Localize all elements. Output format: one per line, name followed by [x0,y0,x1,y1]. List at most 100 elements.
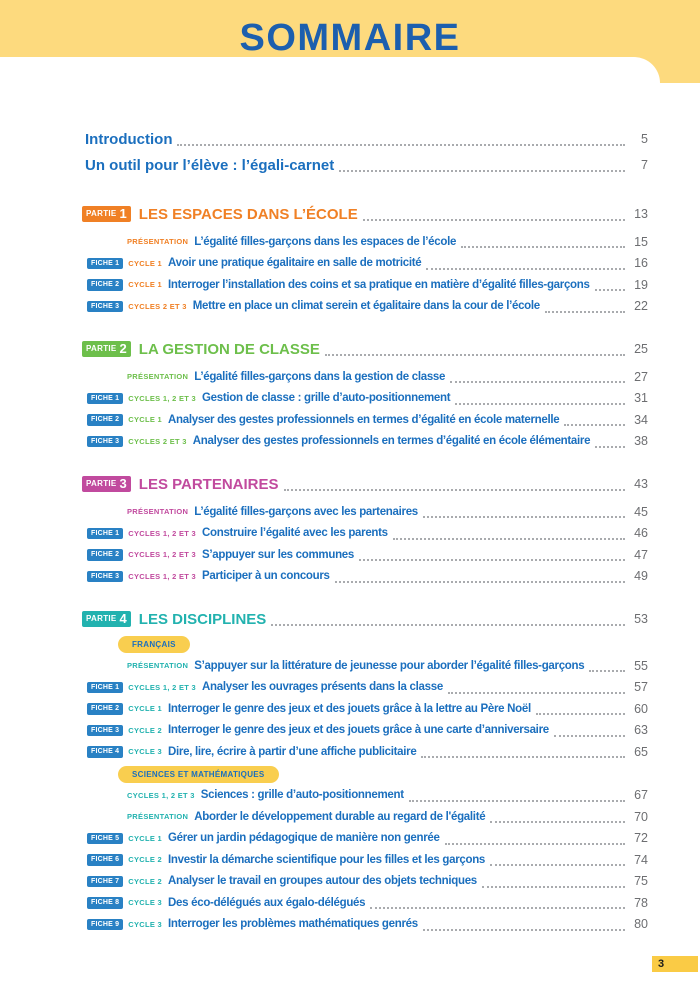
page-number: 49 [634,569,648,584]
page-number-tab: 3 [652,956,698,972]
page-number: 22 [634,299,648,314]
toc-entry[interactable]: Introduction 5 [82,126,648,152]
page-number: 31 [634,391,648,406]
cycle-label: CYCLE 1 [128,280,163,290]
fiche-badge: FICHE 3 [87,570,124,582]
cycle-label: CYCLES 1, 2 ET 3 [127,790,195,800]
dotted-leader [589,659,625,673]
page-number: 70 [634,809,648,824]
dotted-leader [422,505,625,519]
toc-entry[interactable]: FICHE 6 CYCLE 2 Investir la démarche scien… [82,849,648,871]
presentation-label: PRÉSENTATION [127,661,189,671]
toc-entry[interactable]: FICHE 3 CYCLE 2 Interroger le genre des je… [82,720,648,742]
dotted-leader [392,527,625,540]
toc-entry[interactable]: PRÉSENTATION Aborder le développement dur… [82,806,648,828]
entry-title: Gestion de classe : grille d’auto-positi… [202,392,451,405]
toc-entry[interactable]: FICHE 4 CYCLE 3 Dire, lire, écrire à parti… [82,741,648,763]
page-number: 57 [634,680,648,695]
toc-entry[interactable]: PRÉSENTATION S’appuyer sur la littérature… [82,655,648,677]
toc-entry[interactable]: PRÉSENTATION L’égalité filles-garçons ave… [82,501,648,523]
toc-entry[interactable]: FICHE 7 CYCLE 2 Analyser le travail en gro… [82,871,648,893]
fiche-badge: FICHE 1 [87,392,124,404]
toc-entry[interactable]: FICHE 1 CYCLE 1 Avoir une pratique égalita… [82,253,648,275]
toc-entry[interactable]: FICHE 3 CYCLES 2 ET 3 Mettre en place un c… [82,296,648,318]
page-number: 7 [641,158,648,172]
dotted-leader [283,478,625,491]
entry-title: Analyser des gestes professionnels en te… [168,413,560,426]
page-number: 78 [634,895,648,910]
fiche-badge: FICHE 1 [87,527,124,539]
toc-entry[interactable]: FICHE 5 CYCLE 1 Gérer un jardin pédagogiqu… [82,828,648,850]
entry-title: Des éco-délégués aux égalo-délégués [168,896,366,909]
entry-title: L’égalité filles-garçons avec les parten… [194,505,418,518]
cycle-label: CYCLE 3 [128,747,163,757]
entry-title: Investir la démarche scientifique pour l… [168,853,486,866]
dotted-leader [444,832,625,845]
cycle-label: CYCLES 1, 2 ET 3 [128,393,196,403]
entry-title: Interroger l’installation des coins et s… [168,278,590,291]
dotted-leader [455,392,625,405]
part-badge: PARTIE 4 [82,611,131,627]
page-number: 65 [634,744,648,759]
fiche-badge: FICHE 9 [87,918,124,930]
cycle-label: CYCLE 1 [128,704,163,714]
page-number: 34 [634,412,648,427]
fiche-badge: FICHE 1 [87,681,124,693]
toc-entry[interactable]: FICHE 2 CYCLE 1 Interroger l’installation … [82,274,648,296]
cycle-label: CYCLES 2 ET 3 [128,301,187,311]
part-badge-number: 3 [119,476,127,491]
dotted-leader [490,810,625,824]
cycle-label: CYCLES 1, 2 ET 3 [128,528,196,538]
toc-entry[interactable]: FICHE 1 CYCLES 1, 2 ET 3 Gestion de classe… [82,388,648,410]
toc-entry[interactable]: FICHE 2 CYCLE 1 Interroger le genre des je… [82,698,648,720]
page-number: 3 [658,958,665,970]
toc-entry[interactable]: FICHE 2 CYCLES 1, 2 ET 3 S’appuyer sur les… [82,544,648,566]
page-number: 72 [634,831,648,846]
part-title-row[interactable]: PARTIE 1 LES ESPACES DANS L’ÉCOLE 13 [82,202,648,226]
toc-entry[interactable]: FICHE 3 CYCLES 2 ET 3 Analyser des gestes … [82,431,648,453]
toc-entry[interactable]: Un outil pour l’élève : l’égali-carnet 7 [82,152,648,178]
toc-entry[interactable]: FICHE 8 CYCLE 3 Des éco-délégués aux égalo… [82,892,648,914]
toc-entry[interactable]: FICHE 1 CYCLES 1, 2 ET 3 Analyser les ouvr… [82,677,648,699]
part-badge-label: PARTIE [86,614,117,623]
page-title: SOMMAIRE [239,17,461,59]
part-title-row[interactable]: PARTIE 4 LES DISCIPLINES 53 [82,607,648,631]
toc-entry[interactable]: CYCLES 1, 2 ET 3 Sciences : grille d’auto… [82,785,648,807]
presentation-label: PRÉSENTATION [127,812,189,822]
fiche-badge: FICHE 5 [87,832,124,844]
page-number: 74 [634,852,648,867]
part-badge: PARTIE 2 [82,341,131,357]
subject-pill-row: SCIENCES ET MATHÉMATIQUES [118,765,648,783]
cycle-label: CYCLE 1 [128,415,163,425]
page-number: 67 [634,788,648,803]
entry-title: Dire, lire, écrire à partir d’une affich… [168,745,417,758]
cycle-label: CYCLE 2 [128,725,163,735]
fiche-badge: FICHE 4 [87,746,124,758]
dotted-leader [447,681,625,694]
entry-title: Analyser les ouvrages présents dans la c… [202,681,443,694]
entry-title: Gérer un jardin pédagogique de manière n… [168,832,440,845]
cycle-label: CYCLES 1, 2 ET 3 [128,682,196,692]
toc-entry[interactable]: FICHE 1 CYCLES 1, 2 ET 3 Construire l’égal… [82,523,648,545]
fiche-badge: FICHE 3 [87,300,124,312]
dotted-leader [408,789,625,802]
cycle-label: CYCLES 1, 2 ET 3 [128,571,196,581]
page-number: 53 [634,612,648,626]
cycle-label: CYCLE 3 [128,898,163,908]
entry-title: Construire l’égalité avec les parents [202,527,388,540]
page-number: 38 [634,434,648,449]
entry-title: Interroger le genre des jeux et des joue… [168,724,549,737]
entry-title: Introduction [85,130,173,148]
toc-entry[interactable]: FICHE 9 CYCLE 3 Interroger les problèmes m… [82,914,648,936]
page-number: 63 [634,723,648,738]
part-title-row[interactable]: PARTIE 3 LES PARTENAIRES 43 [82,472,648,496]
toc-entry[interactable]: PRÉSENTATION L’égalité filles-garçons dan… [82,231,648,253]
toc-entry[interactable]: FICHE 2 CYCLE 1 Analyser des gestes profes… [82,409,648,431]
part-title-row[interactable]: PARTIE 2 LA GESTION DE CLASSE 25 [82,337,648,361]
fiche-badge: FICHE 6 [87,854,124,866]
part-title: LA GESTION DE CLASSE [138,340,320,358]
toc-entry[interactable]: PRÉSENTATION L’égalité filles-garçons dan… [82,366,648,388]
toc-entry[interactable]: FICHE 3 CYCLES 1, 2 ET 3 Participer à un c… [82,566,648,588]
page-number: 15 [634,234,648,249]
page-number: 45 [634,504,648,519]
